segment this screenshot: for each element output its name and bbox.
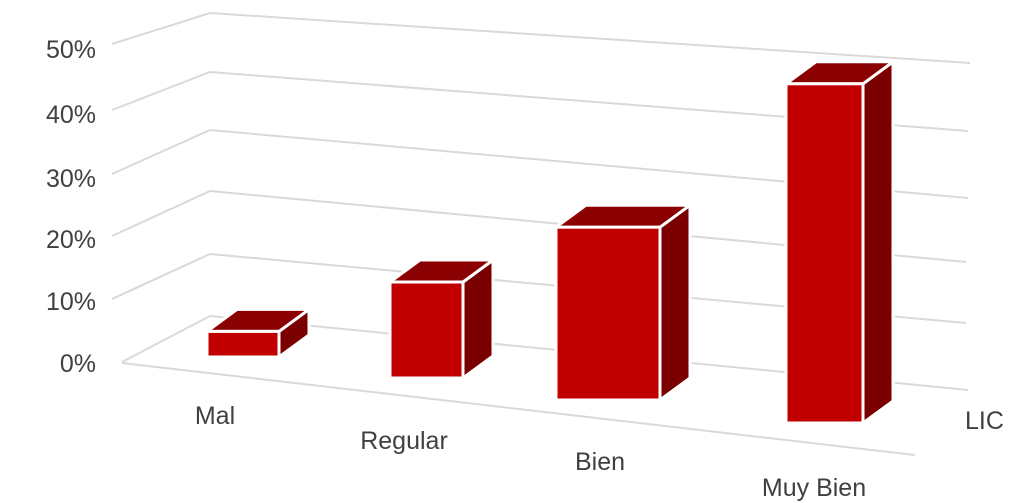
x-axis-category-labels: Mal Regular Bien Muy Bien — [195, 402, 866, 502]
gridline — [121, 314, 969, 391]
x-category-label: Muy Bien — [762, 474, 866, 502]
bar — [784, 60, 895, 425]
bars — [205, 60, 895, 425]
y-axis-tick-labels: 0% 10% 20% 30% 40% 50% — [46, 36, 96, 378]
gridlines — [111, 11, 971, 456]
x-category-label: Mal — [195, 402, 235, 430]
gridline — [111, 128, 969, 199]
x-category-label: Bien — [575, 448, 625, 476]
series-label: LIC — [965, 407, 1004, 435]
y-tick-label: 20% — [46, 226, 96, 254]
bar — [205, 307, 311, 359]
bar — [388, 258, 495, 380]
y-tick-label: 50% — [46, 36, 96, 64]
y-tick-label: 40% — [46, 101, 96, 129]
bar — [554, 203, 692, 402]
y-tick-label: 0% — [60, 350, 96, 378]
gridline — [111, 252, 967, 324]
floor-front-edge — [121, 362, 916, 456]
gridline — [111, 189, 967, 263]
gridline — [111, 70, 969, 132]
y-tick-label: 10% — [46, 288, 96, 316]
y-tick-label: 30% — [46, 165, 96, 193]
x-category-label: Regular — [360, 427, 448, 455]
gridline — [111, 11, 971, 64]
